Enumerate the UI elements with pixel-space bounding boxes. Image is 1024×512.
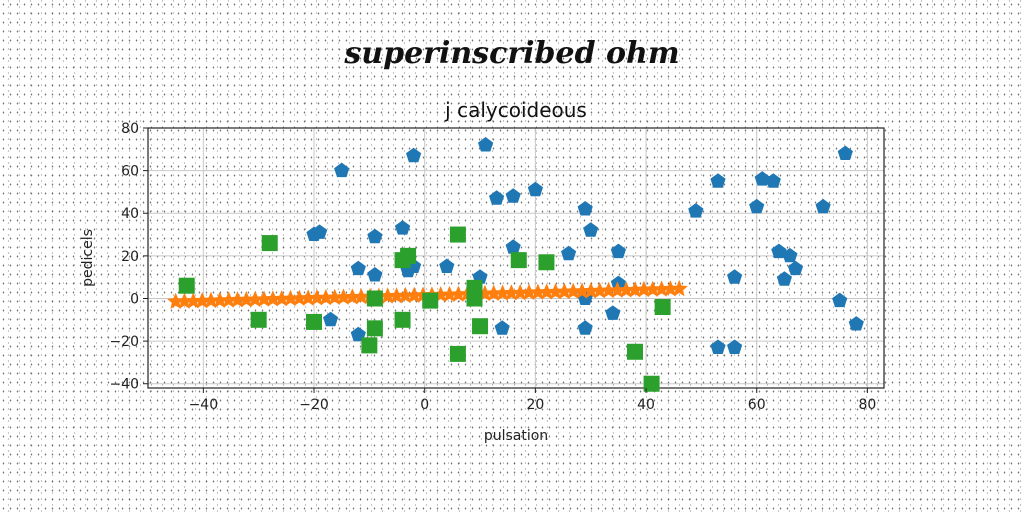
square-point [262, 235, 278, 251]
pentagon-point [578, 320, 593, 335]
pentagon-point [578, 201, 593, 216]
pentagon-point [478, 137, 493, 152]
pentagon-point [489, 190, 504, 205]
square-point [472, 318, 488, 334]
square-point [400, 248, 416, 264]
square-point [179, 278, 195, 294]
pentagon-point [439, 259, 454, 274]
pentagon-point [727, 269, 742, 284]
pentagon-point [605, 305, 620, 320]
pentagon-point [777, 271, 792, 286]
x-tick-label: 0 [420, 397, 429, 413]
pentagon-point [495, 320, 510, 335]
pentagon-point [334, 163, 349, 178]
y-tick-label: 0 [130, 291, 139, 307]
x-tick-label: 80 [858, 397, 876, 413]
pentagon-point [710, 173, 725, 188]
y-tick-label: −20 [109, 334, 139, 350]
square-point [395, 312, 411, 328]
square-point [367, 290, 383, 306]
axis-ticks: −40 −20 0 20 40 60 80 −40 −20 0 20 40 60 80 [109, 121, 876, 413]
square-point [538, 254, 554, 270]
chart-title: j calycoideous [444, 98, 587, 122]
pentagon-point [583, 222, 598, 237]
y-tick-label: 20 [121, 249, 139, 265]
pentagon-point [506, 188, 521, 203]
pentagon-point [832, 293, 847, 308]
square-point [627, 344, 643, 360]
x-tick-label: 60 [748, 397, 766, 413]
pentagon-point [816, 199, 831, 213]
pentagon-point [838, 146, 853, 160]
square-point [450, 227, 466, 243]
y-tick-label: −40 [109, 377, 139, 393]
pentagon-point [561, 246, 576, 261]
x-tick-label: −40 [189, 397, 219, 413]
y-tick-label: 60 [121, 164, 139, 180]
x-tick-label: 20 [526, 397, 544, 413]
x-tick-label: −20 [299, 397, 329, 413]
pentagon-point [395, 220, 410, 234]
pentagon-point [688, 203, 703, 218]
square-point [450, 346, 466, 362]
pentagon-point [849, 316, 864, 330]
data-marks [167, 137, 864, 392]
square-point [422, 293, 438, 309]
y-tick-label: 40 [121, 206, 139, 222]
pentagon-point [367, 267, 382, 282]
square-point [466, 290, 482, 306]
pentagon-point [727, 340, 742, 355]
square-point [306, 314, 322, 330]
x-axis-label: pulsation [484, 428, 548, 444]
square-point [367, 320, 383, 336]
pentagon-point [611, 244, 626, 259]
pentagon-point [351, 261, 366, 275]
square-point [251, 312, 267, 328]
pentagon-point [749, 199, 764, 213]
pentagon-point [710, 340, 725, 355]
y-tick-label: 80 [121, 121, 139, 137]
pentagon-point [367, 229, 382, 244]
square-point [511, 252, 527, 268]
pentagon-point [528, 182, 543, 197]
pentagon-point [406, 148, 421, 163]
square-point [361, 337, 377, 353]
pentagon-point [506, 239, 521, 254]
pentagon-point [788, 261, 803, 275]
pentagon-point [323, 312, 338, 327]
y-axis-label: pedicels [80, 229, 96, 287]
square-point [655, 299, 671, 315]
x-tick-label: 40 [637, 397, 655, 413]
